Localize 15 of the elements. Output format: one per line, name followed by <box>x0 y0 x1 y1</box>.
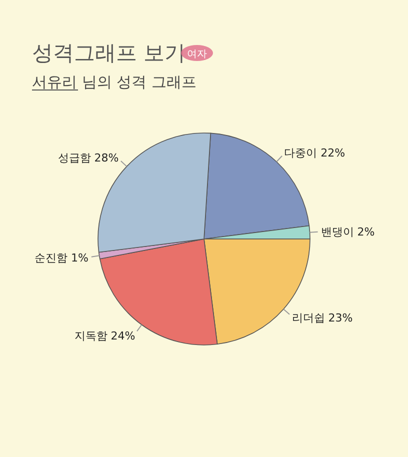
data-label: 24% <box>110 329 136 342</box>
chart-title: 성격그래프 보기 <box>32 41 186 65</box>
slice-label: 다중이 <box>284 146 321 160</box>
slice-label: 리더쉽 <box>292 312 328 325</box>
data-label: 23% <box>328 312 353 325</box>
slice-label: 지독함 <box>74 329 111 342</box>
data-label: 22% <box>320 146 346 160</box>
data-label: 1% <box>70 252 88 265</box>
slice-label: 성급함 <box>58 152 94 165</box>
text: 여자 <box>187 49 207 60</box>
slice-label: 밴댕이 <box>320 226 358 239</box>
slice-label: 순진함 <box>34 252 71 265</box>
data-label: 28% <box>94 152 119 165</box>
chart-subtitle: 서유리 님의 성격 그래프 <box>32 73 196 91</box>
data-label: 2% <box>357 226 375 239</box>
